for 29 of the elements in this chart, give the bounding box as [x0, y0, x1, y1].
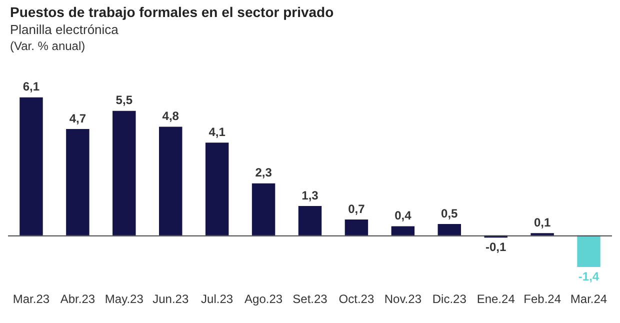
data-label: 4,1	[208, 124, 226, 139]
data-label: 0,4	[394, 208, 412, 223]
data-label: 4,7	[69, 111, 86, 126]
x-tick-label: Set.23	[292, 292, 328, 306]
x-tick-label: Oct.23	[338, 292, 374, 306]
data-label: 0,7	[348, 202, 366, 216]
data-label: 0,1	[534, 215, 551, 230]
data-label: 4,8	[162, 109, 180, 124]
x-tick-label: May.23	[104, 292, 144, 306]
data-label: 2,3	[255, 166, 272, 180]
data-label: 0,5	[441, 206, 458, 220]
data-label: 5,5	[116, 93, 133, 108]
data-label: -1,4	[578, 269, 600, 284]
x-tick-label: Nov.23	[384, 292, 422, 306]
chart-subtitle: Planilla electrónica	[10, 22, 118, 37]
x-tick-label: Dic.23	[432, 292, 467, 306]
x-tick-label: Mar.24	[570, 292, 608, 306]
x-tick-label: Feb.24	[524, 292, 562, 306]
x-tick-label: Jun.23	[152, 292, 189, 306]
chart-title: Puestos de trabajo formales en el sector privado	[10, 4, 334, 20]
y-axis-title: (Var. % anual)	[10, 39, 86, 53]
x-tick-label: Ene.24	[476, 292, 516, 306]
data-label: -0,1	[486, 240, 507, 254]
data-label: 1,3	[302, 188, 319, 202]
x-tick-label: Ago.23	[244, 292, 283, 306]
x-tick-label: Abr.23	[60, 292, 96, 306]
x-tick-label: Jul.23	[201, 292, 234, 306]
x-tick-label: Mar.23	[12, 292, 50, 306]
data-label: 6,1	[22, 80, 40, 94]
